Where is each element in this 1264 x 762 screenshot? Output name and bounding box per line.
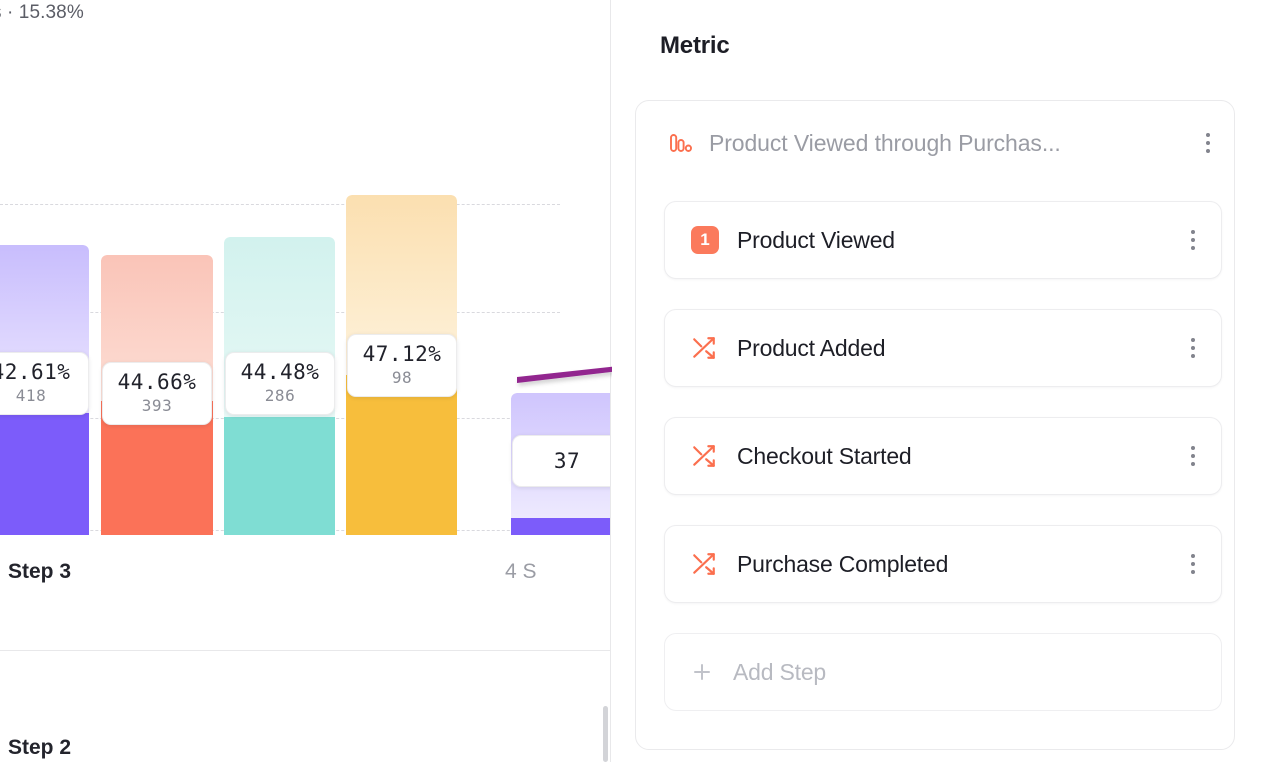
bar-value-label: 44.66% 393 [102, 362, 212, 426]
bar-value-label: 47.12% 98 [347, 334, 457, 398]
step-kebab-menu-button[interactable] [1182, 335, 1204, 361]
metric-builder-panel: Metric Product Viewed through Purchas... [612, 0, 1264, 762]
plus-icon [691, 661, 713, 683]
bar-solid [511, 518, 610, 535]
kebab-dot [1191, 246, 1195, 250]
bar-count: 98 [391, 368, 413, 388]
bar-value-label: 42.61% 418 [0, 352, 89, 416]
kebab-dot [1206, 141, 1210, 145]
x-tick-label: Step 3 [8, 560, 72, 583]
next-section-title: Step 2 [8, 736, 72, 759]
add-step-button[interactable]: Add Step [664, 633, 1222, 711]
kebab-dot [1191, 462, 1195, 466]
step-item-product-added[interactable]: Product Added [664, 309, 1222, 387]
kebab-dot [1191, 238, 1195, 242]
vertical-scrollbar[interactable] [603, 706, 608, 762]
step-label: Checkout Started [737, 442, 912, 469]
shuffle-icon [691, 443, 717, 469]
step-kebab-menu-button[interactable] [1182, 443, 1204, 469]
bar-value-label: 44.48% 286 [225, 352, 335, 416]
bar-count: 286 [264, 386, 296, 406]
bar-solid [224, 417, 335, 535]
kebab-dot [1191, 446, 1195, 450]
add-step-label: Add Step [733, 658, 827, 685]
kebab-dot [1191, 554, 1195, 558]
page-title: Metric [660, 32, 730, 59]
step-item-purchase-completed[interactable]: Purchase Completed [664, 525, 1222, 603]
shuffle-icon [691, 551, 717, 577]
x-tick-label: 4 S [505, 560, 537, 583]
funnel-icon [668, 130, 694, 156]
bar-solid [0, 413, 89, 535]
step-label: Purchase Completed [737, 550, 949, 577]
kebab-dot [1191, 230, 1195, 234]
steps-list: 1 Product Viewed [664, 201, 1222, 711]
kebab-dot [1206, 133, 1210, 137]
step-item-checkout-started[interactable]: Checkout Started [664, 417, 1222, 495]
metric-name: Product Viewed through Purchas... [709, 129, 1061, 156]
step-kebab-menu-button[interactable] [1182, 551, 1204, 577]
shuffle-icon [691, 335, 717, 361]
bar-pct: 47.12% [362, 342, 442, 366]
step-label: Product Added [737, 334, 886, 361]
kebab-dot [1191, 570, 1195, 574]
bar-count: 418 [15, 386, 47, 406]
bar-solid [346, 375, 457, 535]
chart-x-axis: Step 3 4 S [0, 556, 610, 596]
kebab-dot [1206, 149, 1210, 153]
step-kebab-menu-button[interactable] [1182, 227, 1204, 253]
metric-kebab-menu-button[interactable] [1197, 130, 1219, 156]
step-label: Product Viewed [737, 226, 895, 253]
bar-value-label: 37 [512, 435, 610, 488]
bar-pct: 44.66% [117, 370, 197, 394]
bar-count: 393 [141, 396, 173, 416]
funnel-chart-panel: s · 15.38% [0, 0, 611, 762]
kebab-dot [1191, 454, 1195, 458]
bar-pct: 37 [553, 449, 581, 473]
kebab-dot [1191, 338, 1195, 342]
kebab-dot [1191, 354, 1195, 358]
section-divider [0, 650, 610, 651]
chart-top-caption: s · 15.38% [0, 2, 84, 23]
step-number-badge: 1 [691, 226, 719, 254]
bar-pct: 42.61% [0, 360, 71, 384]
kebab-dot [1191, 562, 1195, 566]
metric-card: Product Viewed through Purchas... 1 Prod… [635, 100, 1235, 750]
gridline [0, 204, 560, 205]
chart-plot-area: 42.61% 418 44.66% 393 44.48% 286 47.12% … [0, 190, 610, 535]
metric-header[interactable]: Product Viewed through Purchas... [636, 101, 1236, 185]
kebab-dot [1191, 346, 1195, 350]
step-item-product-viewed[interactable]: 1 Product Viewed [664, 201, 1222, 279]
bar-pct: 44.48% [240, 360, 320, 384]
